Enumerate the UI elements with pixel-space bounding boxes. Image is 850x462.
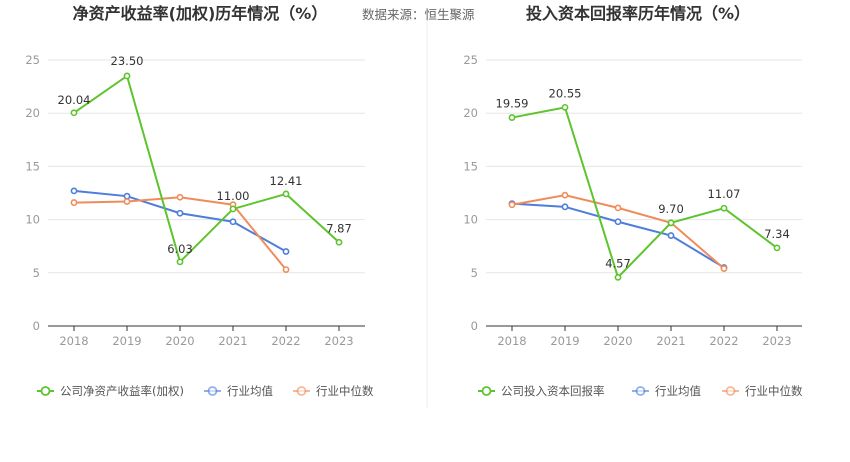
legend-label: 行业中位数 bbox=[745, 384, 803, 398]
legend-swatch-dot bbox=[635, 386, 646, 396]
data-label: 11.00 bbox=[217, 189, 250, 203]
legend: 公司投入资本回报率 行业均值 行业中位数 bbox=[478, 384, 803, 398]
legend: 公司净资产收益率(加权) 行业均值 行业中位数 bbox=[37, 384, 374, 398]
y-tick-label: 25 bbox=[463, 53, 478, 67]
y-tick-label: 0 bbox=[33, 319, 40, 333]
x-tick-label: 2018 bbox=[59, 334, 88, 348]
legend-label: 行业均值 bbox=[655, 384, 701, 398]
data-label: 7.34 bbox=[764, 227, 790, 241]
legend-item-median[interactable]: 行业中位数 bbox=[293, 384, 374, 398]
legend-item-avg[interactable]: 行业均值 bbox=[204, 384, 273, 398]
data-point-company bbox=[229, 205, 237, 213]
y-tick-label: 15 bbox=[25, 159, 40, 173]
data-point-median bbox=[720, 265, 728, 272]
legend-item-company[interactable]: 公司净资产收益率(加权) bbox=[37, 384, 184, 398]
data-point-median bbox=[282, 266, 290, 274]
data-label: 23.50 bbox=[111, 54, 144, 68]
y-tick-label: 5 bbox=[471, 266, 478, 280]
data-point-company bbox=[720, 204, 728, 212]
legend-item-company[interactable]: 公司投入资本回报率 bbox=[478, 384, 605, 398]
data-point-median bbox=[614, 204, 622, 212]
data-label: 6.03 bbox=[167, 242, 193, 256]
data-label: 20.55 bbox=[549, 86, 582, 100]
x-tick-label: 2023 bbox=[762, 334, 791, 348]
y-tick-label: 15 bbox=[463, 159, 478, 173]
x-tick-label: 2022 bbox=[271, 334, 300, 348]
legend-swatch-dot bbox=[207, 386, 218, 396]
data-label: 4.57 bbox=[605, 256, 631, 270]
series-company: 19.59 20.55 4.57 9.70 11.07 7.34 bbox=[496, 86, 790, 281]
chart-1: 净资产收益率(加权)历年情况（%） 0 5 10 15 20 25 2018 2019 2020 2… bbox=[25, 4, 374, 398]
data-point-avg bbox=[282, 248, 290, 255]
legend-item-median[interactable]: 行业中位数 bbox=[722, 384, 803, 398]
y-tick-label: 0 bbox=[471, 319, 478, 333]
y-tick-label: 20 bbox=[25, 106, 40, 120]
data-point-company bbox=[282, 190, 290, 198]
data-label: 9.70 bbox=[658, 202, 684, 216]
data-point-company bbox=[123, 72, 131, 80]
x-tick-label: 2021 bbox=[656, 334, 685, 348]
data-point-avg bbox=[70, 187, 78, 195]
x-tick-label: 2019 bbox=[112, 334, 141, 348]
data-point-company bbox=[508, 114, 516, 121]
legend-swatch-dot bbox=[725, 386, 736, 396]
x-tick-label: 2018 bbox=[497, 334, 526, 348]
data-point-median bbox=[508, 201, 516, 209]
data-point-avg bbox=[667, 232, 675, 239]
x-tick-label: 2023 bbox=[324, 334, 353, 348]
data-point-company bbox=[614, 273, 622, 281]
series-avg bbox=[70, 187, 290, 255]
x-tick-label: 2020 bbox=[603, 334, 632, 348]
x-tick-label: 2021 bbox=[218, 334, 247, 348]
data-point-median bbox=[561, 191, 569, 199]
data-point-company bbox=[773, 244, 781, 252]
series-line-company bbox=[511, 106, 778, 280]
data-label: 20.04 bbox=[58, 93, 91, 107]
data-point-avg bbox=[229, 218, 237, 226]
legend-swatch-dot bbox=[296, 386, 307, 396]
data-label: 11.07 bbox=[708, 187, 741, 201]
data-point-median bbox=[176, 193, 184, 201]
legend-swatch-dot bbox=[481, 386, 492, 396]
data-point-avg bbox=[614, 218, 622, 226]
legend-swatch-dot bbox=[40, 386, 51, 396]
y-tick-label: 20 bbox=[463, 106, 478, 120]
x-tick-label: 2020 bbox=[165, 334, 194, 348]
data-point-avg bbox=[176, 209, 184, 217]
source-label: 数据来源：恒生聚源 bbox=[362, 7, 475, 22]
data-point-company bbox=[70, 109, 78, 117]
chart-title: 净资产收益率(加权)历年情况（%） bbox=[73, 4, 328, 23]
x-tick-label: 2022 bbox=[709, 334, 738, 348]
legend-label: 公司净资产收益率(加权) bbox=[60, 384, 184, 398]
chart-title: 投入资本回报率历年情况（%） bbox=[526, 4, 750, 23]
data-label: 12.41 bbox=[270, 174, 303, 188]
data-label: 19.59 bbox=[496, 97, 529, 111]
data-label: 7.87 bbox=[326, 221, 352, 235]
legend-label: 行业均值 bbox=[227, 384, 273, 398]
y-tick-label: 5 bbox=[33, 266, 40, 280]
data-point-company bbox=[176, 258, 184, 266]
legend-label: 行业中位数 bbox=[316, 384, 374, 398]
data-point-company bbox=[561, 103, 569, 111]
series-median bbox=[70, 193, 290, 274]
data-point-median bbox=[123, 198, 131, 205]
y-tick-label: 25 bbox=[25, 53, 40, 67]
data-point-company bbox=[335, 238, 343, 246]
series-line-company bbox=[73, 74, 340, 264]
data-point-company bbox=[667, 219, 675, 227]
legend-item-avg[interactable]: 行业均值 bbox=[632, 384, 701, 398]
data-point-avg bbox=[561, 203, 569, 211]
y-tick-label: 10 bbox=[463, 213, 478, 227]
series-company: 20.04 23.50 6.03 11.00 12.41 7.87 bbox=[58, 54, 352, 266]
data-point-median bbox=[70, 199, 78, 206]
legend-label: 公司投入资本回报率 bbox=[501, 384, 605, 398]
chart-2: 投入资本回报率历年情况（%） 0 5 10 15 20 25 2018 2019 2020 2021… bbox=[463, 4, 803, 398]
x-tick-label: 2019 bbox=[550, 334, 579, 348]
y-tick-label: 10 bbox=[25, 213, 40, 227]
data-point-avg bbox=[123, 192, 131, 200]
